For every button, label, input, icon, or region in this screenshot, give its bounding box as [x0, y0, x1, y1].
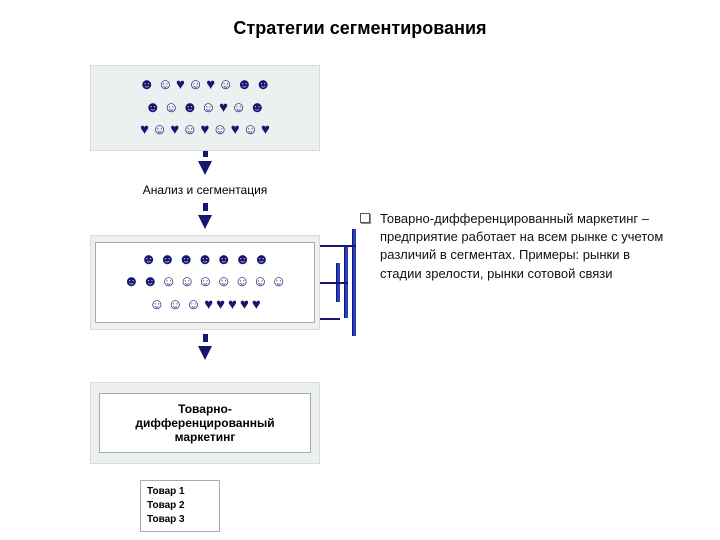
goods-item: Товар 2 — [147, 499, 213, 513]
goods-list-box: Товар 1Товар 2Товар 3 — [140, 480, 220, 532]
segmented-box: ☻☻☻☻☻☻☻☻☻☺☺☺☺☺☺☺☺☺☺♥♥♥♥♥ — [90, 235, 320, 331]
market-pool-box: ☻☺♥☺♥☺☻☻☻☺☻☺♥☺☻♥☺♥☺♥☺♥☺♥ — [90, 65, 320, 151]
bullet-item: Товарно-дифференцированный маркетинг – п… — [360, 210, 670, 283]
connector-3 — [320, 318, 340, 320]
segmented-box-wrap: ☻☻☻☻☻☻☻☻☻☺☺☺☺☺☺☺☺☺☺♥♥♥♥♥ — [90, 235, 320, 331]
goods-item: Товар 3 — [147, 513, 213, 527]
arrow-3 — [90, 334, 320, 360]
arrow-1 — [90, 149, 320, 175]
marketing-type-box: Товарно-дифференцированныймаркетинг — [90, 382, 320, 464]
goods-item: Товар 1 — [147, 485, 213, 499]
marketing-type-label: Товарно-дифференцированныймаркетинг — [99, 393, 311, 453]
bullet-text: Товарно-дифференцированный маркетинг – п… — [380, 210, 670, 283]
diagram-column: ☻☺♥☺♥☺☻☻☻☺☻☺♥☺☻♥☺♥☺♥☺♥☺♥ Анализ и сегмен… — [90, 65, 320, 532]
analysis-label: Анализ и сегментация — [90, 183, 320, 197]
bullet-icon — [360, 213, 370, 223]
page-title: Стратегии сегментирования — [40, 18, 680, 39]
description-column: Товарно-дифференцированный маркетинг – п… — [360, 210, 670, 283]
connector-1 — [320, 245, 356, 247]
arrow-2 — [90, 203, 320, 229]
connector-2 — [320, 282, 348, 284]
